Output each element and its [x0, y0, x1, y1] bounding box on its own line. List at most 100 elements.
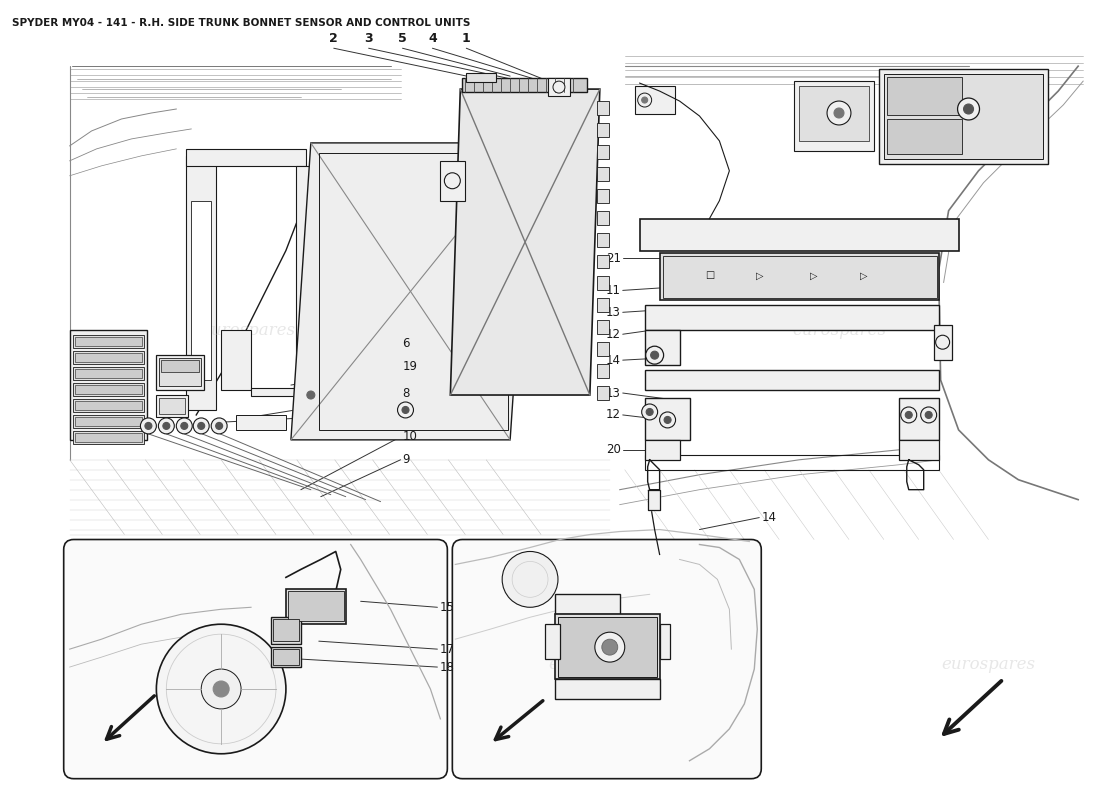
- Circle shape: [163, 422, 169, 430]
- Bar: [75, 401, 142, 410]
- Bar: [75, 369, 142, 378]
- Text: 11: 11: [606, 284, 620, 297]
- Circle shape: [925, 411, 932, 418]
- Bar: [75, 417, 142, 426]
- Text: 1: 1: [462, 32, 471, 45]
- Circle shape: [641, 404, 658, 420]
- Text: ▷: ▷: [811, 270, 817, 281]
- Text: 4: 4: [428, 32, 437, 45]
- Bar: [597, 254, 608, 269]
- Circle shape: [213, 681, 229, 697]
- Circle shape: [194, 418, 209, 434]
- Text: 15: 15: [439, 601, 454, 614]
- Bar: [75, 433, 142, 442]
- Polygon shape: [186, 156, 217, 410]
- Bar: [156, 355, 205, 390]
- Bar: [160, 358, 201, 386]
- Text: 12: 12: [606, 409, 620, 422]
- Circle shape: [141, 418, 156, 434]
- Bar: [597, 189, 608, 202]
- Circle shape: [397, 402, 414, 418]
- Polygon shape: [191, 201, 211, 380]
- Text: 13: 13: [606, 306, 620, 319]
- Bar: [597, 167, 608, 181]
- Text: SPYDER MY04 - 141 - R.H. SIDE TRUNK BONNET SENSOR AND CONTROL UNITS: SPYDER MY04 - 141 - R.H. SIDE TRUNK BONN…: [12, 18, 471, 28]
- Bar: [273, 649, 299, 665]
- Circle shape: [901, 407, 916, 423]
- Text: eurospares: eurospares: [199, 655, 293, 673]
- Circle shape: [638, 93, 651, 107]
- Polygon shape: [556, 594, 619, 614]
- Bar: [273, 619, 299, 641]
- Circle shape: [650, 351, 659, 359]
- Bar: [73, 415, 144, 428]
- Bar: [73, 431, 144, 444]
- Polygon shape: [648, 490, 660, 510]
- Bar: [73, 367, 144, 380]
- Polygon shape: [186, 149, 306, 166]
- Text: eurospares: eurospares: [548, 655, 641, 673]
- Circle shape: [905, 411, 912, 418]
- FancyBboxPatch shape: [64, 539, 448, 778]
- Bar: [883, 74, 1043, 159]
- Text: 14: 14: [606, 354, 620, 366]
- Circle shape: [301, 386, 320, 404]
- Text: eurospares: eurospares: [942, 655, 1035, 673]
- Bar: [887, 119, 961, 154]
- Circle shape: [595, 632, 625, 662]
- Circle shape: [958, 98, 979, 120]
- Circle shape: [641, 97, 648, 103]
- Polygon shape: [645, 440, 680, 460]
- Circle shape: [827, 101, 851, 125]
- Polygon shape: [645, 306, 938, 330]
- Polygon shape: [450, 89, 600, 395]
- Circle shape: [964, 104, 974, 114]
- Polygon shape: [251, 388, 331, 396]
- Text: 16: 16: [640, 658, 654, 670]
- Polygon shape: [899, 398, 938, 440]
- Circle shape: [503, 551, 558, 607]
- Bar: [597, 342, 608, 356]
- Polygon shape: [556, 679, 660, 699]
- Bar: [75, 385, 142, 394]
- Bar: [597, 210, 608, 225]
- Bar: [597, 298, 608, 312]
- Bar: [799, 86, 869, 141]
- Bar: [462, 78, 587, 92]
- Text: ▷: ▷: [860, 270, 868, 281]
- Circle shape: [646, 346, 663, 364]
- Circle shape: [553, 81, 565, 93]
- Bar: [794, 81, 873, 151]
- Text: 7: 7: [403, 406, 410, 419]
- Circle shape: [176, 418, 192, 434]
- Bar: [597, 101, 608, 115]
- Polygon shape: [440, 161, 465, 201]
- Bar: [75, 338, 142, 346]
- Bar: [934, 326, 952, 360]
- Circle shape: [402, 406, 409, 414]
- Text: □: □: [705, 270, 714, 281]
- Polygon shape: [640, 218, 958, 250]
- Bar: [597, 145, 608, 159]
- Polygon shape: [544, 624, 560, 659]
- Bar: [73, 399, 144, 412]
- Bar: [662, 255, 937, 298]
- Bar: [160, 398, 185, 414]
- Text: ▷: ▷: [756, 270, 763, 281]
- Bar: [597, 386, 608, 400]
- Bar: [73, 383, 144, 396]
- Circle shape: [921, 407, 937, 423]
- Bar: [73, 351, 144, 364]
- Bar: [75, 353, 142, 362]
- Bar: [69, 330, 147, 440]
- Circle shape: [307, 391, 315, 399]
- Bar: [597, 320, 608, 334]
- Polygon shape: [221, 330, 251, 390]
- Polygon shape: [899, 440, 938, 460]
- Bar: [558, 618, 657, 677]
- Circle shape: [158, 418, 174, 434]
- Text: 5: 5: [398, 32, 407, 45]
- Circle shape: [156, 624, 286, 754]
- Bar: [597, 233, 608, 246]
- Polygon shape: [296, 166, 316, 420]
